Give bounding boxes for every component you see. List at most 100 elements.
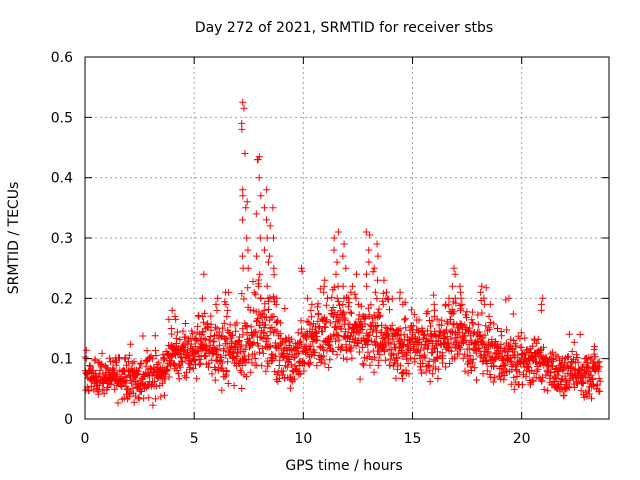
data-point bbox=[205, 359, 213, 367]
data-point bbox=[114, 371, 122, 379]
data-point bbox=[469, 308, 477, 316]
data-point bbox=[367, 301, 375, 309]
data-point bbox=[497, 375, 505, 383]
data-point bbox=[438, 349, 446, 357]
data-point bbox=[176, 363, 184, 371]
data-point bbox=[191, 357, 199, 365]
data-point bbox=[335, 336, 343, 344]
data-point bbox=[510, 385, 518, 393]
data-point bbox=[388, 295, 396, 303]
data-point bbox=[454, 333, 462, 341]
data-point bbox=[387, 325, 395, 332]
data-point bbox=[443, 326, 450, 334]
data-point bbox=[285, 356, 293, 363]
data-point bbox=[401, 316, 408, 324]
data-point bbox=[591, 366, 599, 374]
data-point bbox=[178, 358, 186, 366]
data-point bbox=[329, 348, 337, 355]
data-point bbox=[173, 367, 181, 375]
data-point bbox=[568, 348, 576, 355]
data-point bbox=[139, 332, 147, 340]
data-point bbox=[311, 349, 319, 357]
x-tick-label: 15 bbox=[404, 431, 422, 447]
data-point bbox=[323, 316, 331, 324]
data-point bbox=[160, 355, 168, 363]
data-point bbox=[397, 362, 404, 370]
data-point bbox=[476, 353, 484, 361]
data-point bbox=[242, 204, 250, 212]
data-point bbox=[445, 294, 453, 302]
data-point bbox=[369, 328, 377, 336]
data-point bbox=[390, 340, 398, 348]
data-point bbox=[415, 316, 423, 324]
data-point bbox=[448, 282, 456, 290]
data-point bbox=[314, 317, 322, 325]
x-tick-label: 10 bbox=[294, 431, 312, 447]
data-point bbox=[199, 312, 207, 320]
data-point bbox=[404, 360, 412, 367]
data-point bbox=[293, 366, 300, 374]
data-point bbox=[348, 354, 356, 362]
data-point bbox=[359, 360, 367, 368]
data-point bbox=[442, 363, 450, 371]
data-point bbox=[502, 367, 510, 375]
data-point bbox=[540, 343, 547, 351]
data-point bbox=[205, 336, 213, 344]
data-point bbox=[374, 252, 382, 260]
data-point bbox=[120, 367, 128, 375]
data-point bbox=[393, 354, 401, 362]
data-point bbox=[424, 308, 432, 316]
data-point bbox=[134, 394, 142, 402]
x-axis-label: GPS time / hours bbox=[285, 458, 402, 474]
data-point bbox=[290, 354, 298, 362]
data-point bbox=[239, 192, 247, 200]
data-point bbox=[308, 300, 316, 308]
data-point bbox=[596, 377, 604, 385]
data-point bbox=[477, 288, 485, 296]
data-point bbox=[590, 346, 598, 354]
y-tick-label: 0.6 bbox=[51, 50, 73, 66]
data-point bbox=[106, 354, 114, 362]
data-point bbox=[239, 186, 247, 194]
data-point bbox=[364, 348, 372, 356]
data-point bbox=[247, 323, 255, 331]
data-point bbox=[200, 270, 208, 278]
data-point bbox=[265, 306, 272, 313]
data-point bbox=[111, 385, 119, 393]
data-point bbox=[443, 333, 451, 341]
data-point bbox=[306, 321, 314, 329]
data-point bbox=[307, 342, 315, 350]
data-point bbox=[456, 345, 464, 353]
data-point bbox=[445, 342, 453, 350]
data-point bbox=[552, 375, 560, 382]
data-point bbox=[238, 290, 246, 298]
data-point bbox=[242, 373, 250, 381]
data-point bbox=[421, 354, 429, 362]
data-point bbox=[200, 318, 208, 326]
data-point bbox=[502, 296, 510, 304]
data-point bbox=[218, 364, 226, 372]
data-point bbox=[135, 367, 142, 375]
data-point bbox=[225, 329, 233, 336]
data-point bbox=[371, 288, 379, 296]
data-point bbox=[165, 315, 173, 323]
data-point bbox=[340, 240, 348, 248]
data-point bbox=[461, 367, 469, 375]
data-point bbox=[448, 327, 456, 335]
data-point bbox=[376, 311, 384, 319]
data-point bbox=[565, 330, 573, 338]
data-point bbox=[461, 332, 468, 340]
data-point bbox=[473, 376, 480, 384]
data-point bbox=[160, 356, 168, 364]
data-point bbox=[176, 361, 183, 369]
data-point bbox=[434, 365, 442, 373]
data-point bbox=[233, 352, 241, 360]
data-point bbox=[534, 365, 542, 373]
data-point bbox=[468, 319, 476, 327]
data-point bbox=[588, 383, 596, 390]
data-point bbox=[218, 386, 226, 394]
data-point bbox=[96, 381, 104, 389]
data-point bbox=[251, 350, 259, 358]
data-point bbox=[374, 361, 382, 369]
data-point bbox=[544, 387, 552, 395]
